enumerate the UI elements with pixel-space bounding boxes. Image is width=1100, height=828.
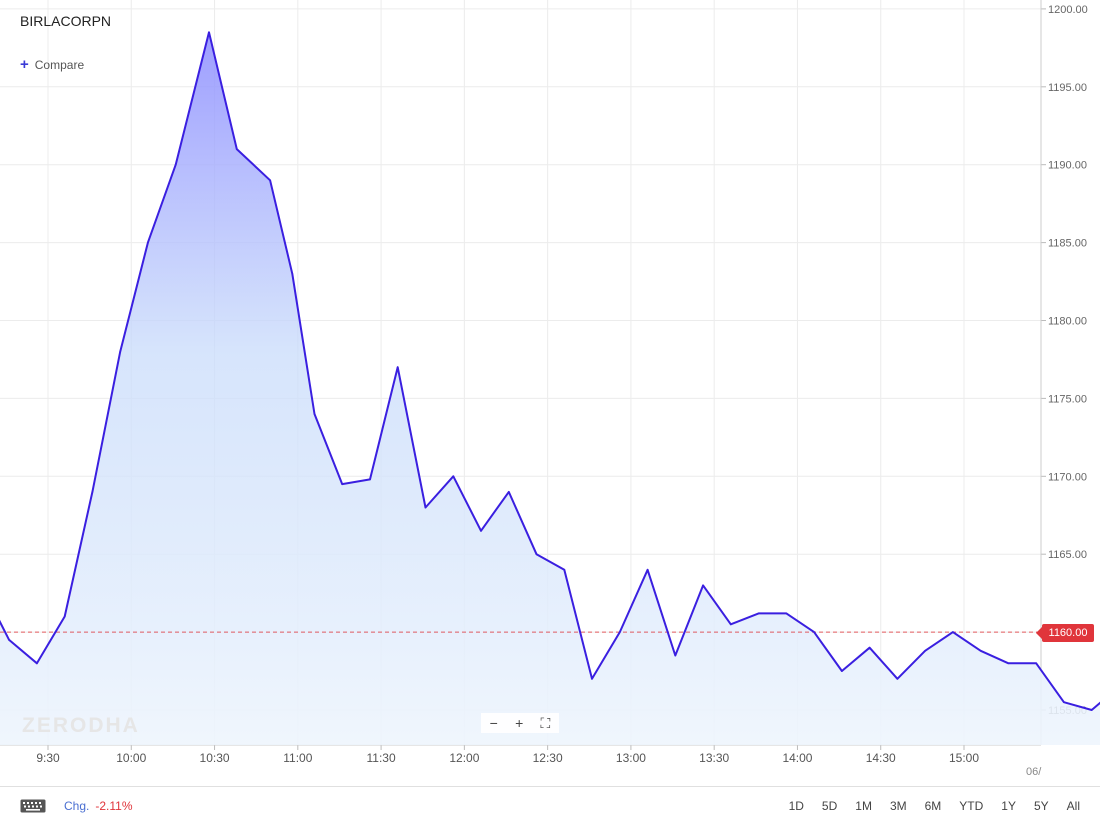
range-5d[interactable]: 5D [821, 799, 838, 813]
x-tick-label: 10:00 [116, 751, 146, 765]
price-point [1035, 662, 1037, 665]
x-tick-label: 14:30 [866, 751, 896, 765]
price-point [619, 631, 621, 633]
price-point [236, 148, 238, 150]
x-tick-label: 14:00 [782, 751, 812, 765]
price-point [147, 241, 149, 244]
price-point [1063, 701, 1065, 703]
price-point [396, 366, 399, 369]
range-selector: 1D 5D 1M 3M 6M YTD 1Y 5Y All [771, 799, 1080, 813]
watermark-logo: ZERODHA [22, 714, 140, 737]
range-5y[interactable]: 5Y [1033, 799, 1049, 813]
price-point [1090, 709, 1093, 711]
range-1m[interactable]: 1M [855, 799, 872, 813]
price-point [924, 650, 926, 652]
change-label: Chg. [64, 799, 90, 813]
price-area-fill [0, 32, 1100, 745]
price-point [508, 491, 510, 493]
x-tick-label: 15:00 [949, 751, 979, 765]
compare-button[interactable]: + Compare [20, 56, 84, 73]
date-hint: 06/ [1026, 766, 1042, 778]
price-point [8, 639, 10, 641]
price-point [269, 179, 271, 182]
range-1y[interactable]: 1Y [1001, 799, 1016, 813]
current-price-tag: 1160.00 [1036, 624, 1094, 642]
x-tick-label: 12:30 [533, 751, 563, 765]
price-point [208, 31, 210, 34]
price-point [480, 530, 482, 532]
price-series-line [0, 31, 1100, 711]
price-point [757, 612, 760, 615]
plus-icon: + [20, 56, 29, 73]
range-all[interactable]: All [1066, 799, 1080, 813]
y-tick-label: 1200.00 [1048, 4, 1088, 16]
price-point [979, 650, 982, 652]
price-point [868, 646, 871, 649]
price-point [535, 553, 538, 555]
zoom-controls: − + ⛶ [481, 713, 559, 733]
price-point [91, 491, 94, 493]
x-tick-label: 13:30 [699, 751, 729, 765]
bottom-toolbar: Chg. -2.11% 1D 5D 1M 3M 6M YTD 1Y 5Y All [0, 786, 1100, 828]
change-indicator: Chg. -2.11% [64, 799, 133, 813]
price-chart[interactable]: 1155.001160.001165.001170.001175.001180.… [0, 0, 1100, 785]
x-tick-label: 11:00 [283, 751, 312, 765]
price-point [702, 584, 704, 587]
range-6m[interactable]: 6M [924, 799, 942, 813]
compare-label: Compare [34, 58, 85, 72]
price-point [36, 662, 38, 665]
symbol-label: BIRLACORPN [20, 13, 112, 29]
range-1d[interactable]: 1D [788, 799, 804, 813]
price-point [1007, 662, 1010, 665]
zoom-out-button[interactable]: − [489, 715, 498, 731]
range-ytd[interactable]: YTD [959, 799, 984, 813]
x-tick-label: 9:30 [36, 751, 60, 765]
y-tick-label: 1175.00 [1048, 393, 1087, 405]
range-3m[interactable]: 3M [889, 799, 907, 813]
y-tick-label: 1195.00 [1048, 82, 1087, 94]
y-tick-label: 1170.00 [1048, 471, 1087, 483]
y-tick-label: 1180.00 [1048, 316, 1087, 328]
price-point [63, 615, 66, 618]
price-point [952, 631, 954, 633]
price-point [841, 670, 843, 672]
change-value: -2.11% [95, 799, 133, 813]
y-tick-label: 1190.00 [1048, 160, 1087, 172]
keyboard-icon[interactable] [20, 799, 46, 813]
y-tick-label: 1185.00 [1048, 238, 1087, 250]
zoom-in-button[interactable]: + [515, 715, 524, 731]
price-point [674, 654, 677, 657]
fullscreen-button[interactable]: ⛶ [540, 714, 551, 731]
price-point [813, 631, 815, 633]
y-tick-label: 1165.00 [1048, 549, 1087, 561]
price-point [452, 475, 455, 478]
price-point [341, 483, 344, 485]
price-point [313, 413, 316, 415]
price-point [563, 569, 566, 571]
price-point [369, 478, 371, 481]
price-point [730, 623, 732, 626]
x-tick-label: 10:30 [200, 751, 230, 765]
chart-area[interactable]: 1155.001160.001165.001170.001175.001180.… [0, 0, 1100, 785]
x-tick-label: 13:00 [616, 751, 646, 765]
price-point [785, 612, 788, 615]
x-tick-label: 11:30 [367, 751, 396, 765]
price-point [119, 350, 121, 353]
price-point [591, 678, 593, 680]
price-point [174, 163, 177, 166]
price-point [291, 273, 294, 275]
price-point [896, 678, 899, 680]
price-point [424, 506, 427, 509]
price-point [646, 569, 649, 571]
x-tick-label: 12:00 [449, 751, 479, 765]
